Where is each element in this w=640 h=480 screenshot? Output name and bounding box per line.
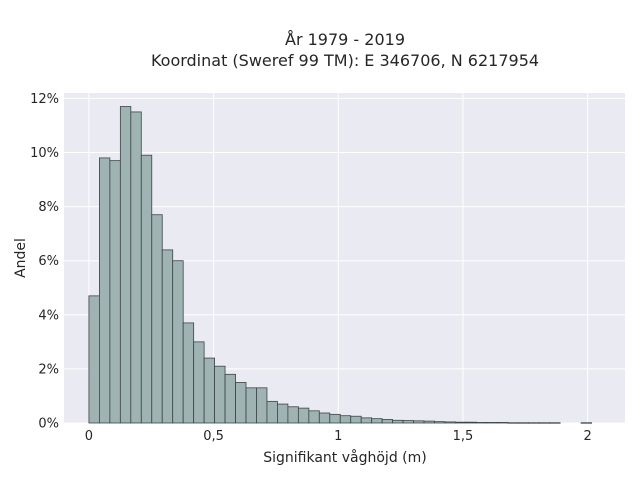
histogram-bar [475, 422, 488, 424]
bars [88, 106, 592, 424]
histogram-bar [517, 422, 530, 424]
histogram-bar [329, 413, 341, 424]
histogram-bar [172, 260, 184, 424]
histogram-bar [580, 422, 592, 424]
y-tick-label: 4% [38, 308, 59, 323]
histogram-bar [182, 322, 195, 424]
y-tick-label: 6% [38, 254, 59, 269]
x-tick-label: 1 [334, 429, 342, 444]
y-tick-label: 10% [30, 146, 59, 161]
histogram-bar [444, 421, 456, 424]
histogram-bar [119, 106, 132, 424]
histogram-bar [193, 341, 205, 424]
histogram-bar [151, 214, 163, 424]
histogram-bar [235, 382, 247, 424]
chart-title-line-2: Koordinat (Sweref 99 TM): E 346706, N 62… [151, 51, 539, 70]
histogram-bar [224, 373, 236, 424]
histogram-bar [496, 422, 509, 424]
histogram-bar [318, 412, 331, 424]
histogram-bar [109, 160, 121, 424]
histogram-bar [538, 422, 551, 424]
y-tick-label: 8% [38, 200, 59, 215]
histogram-bar [277, 403, 289, 424]
histogram-bar [266, 400, 278, 424]
x-axis-label: Signifikant våghöjd (m) [263, 449, 426, 466]
x-tick-label: 0,5 [203, 429, 224, 444]
histogram-bar [297, 407, 310, 424]
histogram-bar [99, 157, 111, 424]
histogram-bar [214, 365, 226, 424]
histogram-bar [434, 421, 446, 424]
histogram-bar [140, 154, 153, 424]
histogram-bar [287, 406, 299, 424]
histogram-bar [308, 410, 320, 424]
histogram-bar [350, 415, 362, 424]
histogram-bar [465, 421, 477, 424]
histogram-bar [161, 249, 174, 424]
histogram-bar [203, 357, 215, 424]
histogram-bar [455, 421, 467, 424]
histogram-bar [392, 419, 404, 424]
chart-title-line-1: År 1979 - 2019 [285, 30, 405, 49]
histogram-bar [256, 387, 268, 424]
y-tick-label: 0% [38, 417, 59, 432]
x-tick-label: 1,5 [453, 429, 474, 444]
histogram-bar [507, 422, 519, 424]
histogram-bar [549, 422, 561, 424]
histogram-bar [402, 420, 414, 424]
histogram-bar [339, 415, 352, 424]
y-tick-label: 2% [38, 362, 59, 377]
histogram-bar [486, 422, 498, 424]
x-tick-label: 0 [85, 429, 93, 444]
histogram-bar [88, 295, 100, 424]
histogram-bar [528, 422, 540, 424]
histogram-bar [245, 387, 257, 424]
histogram-bar [360, 417, 373, 424]
histogram-bar [423, 420, 435, 424]
y-axis-label: Andel [13, 238, 29, 278]
histogram-bar [130, 111, 142, 424]
histogram-bar [381, 419, 394, 424]
tick-labels: 0% 2% 4% 6% 8% 10% 12% 0 0,5 1 1,5 2 [30, 92, 592, 444]
histogram-bar [371, 418, 383, 424]
x-tick-label: 2 [583, 429, 591, 444]
y-tick-label: 12% [30, 92, 59, 107]
histogram-bar [413, 420, 425, 424]
